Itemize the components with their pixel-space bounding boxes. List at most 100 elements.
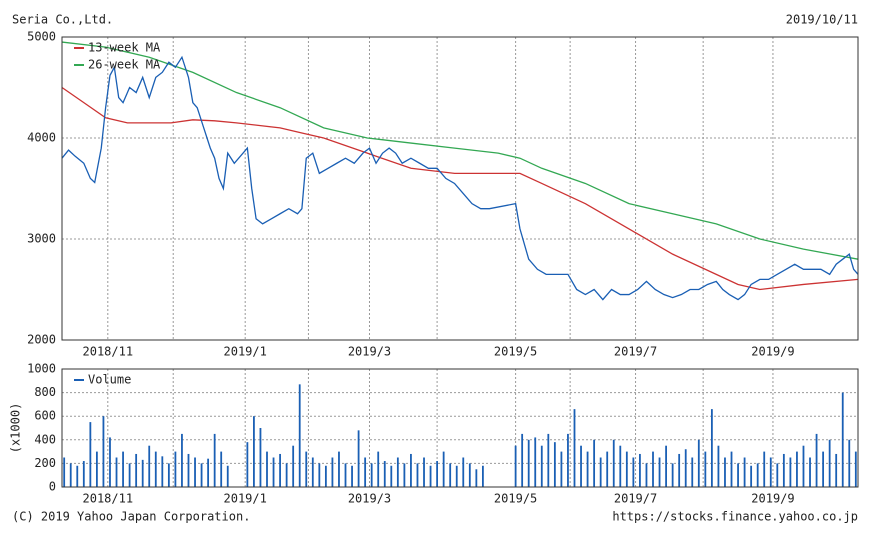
volume-bar: [305, 451, 308, 487]
volume-bar: [351, 465, 353, 487]
volume-bar: [671, 463, 674, 487]
x-tick-label: 2019/1: [224, 345, 267, 359]
volume-bar: [481, 465, 484, 487]
volume-bar: [161, 456, 164, 487]
volume-bar: [828, 439, 831, 487]
volume-bar: [331, 457, 334, 487]
volume-bar: [455, 465, 458, 487]
volume-bar: [782, 453, 785, 487]
volume-bar: [311, 457, 314, 487]
volume-bar: [789, 457, 792, 487]
volume-bar: [390, 465, 393, 487]
x-tick-label: 2019/7: [614, 345, 657, 359]
legend-label: Volume: [88, 373, 131, 387]
volume-bar: [76, 465, 79, 487]
volume-bar: [593, 439, 596, 487]
volume-bar: [436, 461, 439, 487]
volume-bar: [639, 453, 641, 487]
volume-bar: [848, 439, 851, 487]
volume-bar: [338, 451, 340, 487]
volume-bar: [704, 451, 707, 487]
y-tick-label: 5000: [27, 30, 56, 44]
volume-bar: [403, 463, 406, 487]
plot-border: [61, 36, 859, 341]
volume-bar: [697, 439, 700, 487]
volume-bar: [148, 445, 151, 487]
volume-bar: [514, 445, 517, 487]
x-tick-label: 2019/9: [751, 345, 794, 359]
volume-bar: [665, 445, 667, 487]
volume-bar: [710, 409, 713, 487]
volume-bar: [652, 451, 654, 487]
plot-area: [62, 37, 858, 340]
price-line: [61, 86, 859, 291]
volume-bar: [272, 457, 275, 487]
volume-bar: [606, 451, 609, 487]
volume-bar: [285, 463, 288, 487]
x-tick-label: 2019/1: [224, 492, 267, 506]
volume-bar: [220, 451, 223, 487]
plot-border: [61, 368, 859, 488]
volume-bar: [135, 453, 138, 487]
volume-bar: [547, 433, 550, 487]
y-tick-label: 800: [34, 385, 56, 399]
volume-bar: [796, 451, 798, 487]
volume-bar: [645, 463, 648, 487]
volume-bar: [194, 457, 196, 487]
volume-bar: [619, 445, 622, 487]
volume-bar: [449, 463, 452, 487]
volume-bar: [246, 442, 249, 487]
volume-bar: [763, 451, 766, 487]
date: 2019/10/11: [786, 13, 858, 27]
y-tick-label: 4000: [27, 131, 56, 145]
x-tick-label: 2019/5: [494, 492, 537, 506]
volume-bar: [396, 457, 399, 487]
volume-bar: [658, 457, 661, 487]
volume-bar: [292, 445, 295, 487]
volume-bar: [468, 463, 471, 487]
volume-bar: [416, 463, 419, 487]
volume-bar: [141, 459, 144, 487]
volume-bar: [109, 437, 111, 487]
price-line: [61, 55, 859, 301]
volume-bar: [612, 439, 615, 487]
volume-bar: [521, 433, 524, 487]
volume-bar: [835, 453, 838, 487]
volume-bar: [534, 437, 537, 487]
y-tick-label: 1000: [27, 362, 56, 376]
volume-bar: [691, 457, 694, 487]
volume-bar: [567, 433, 569, 487]
y-axis-label: (x1000): [9, 403, 23, 454]
volume-bar: [527, 439, 530, 487]
volume-bar: [318, 463, 321, 487]
volume-bar: [442, 451, 445, 487]
volume-bar: [383, 461, 386, 487]
volume-bar: [743, 457, 746, 487]
y-tick-label: 0: [49, 480, 56, 494]
volume-bar: [370, 463, 373, 487]
x-tick-label: 2018/11: [83, 492, 134, 506]
volume-bar: [69, 463, 72, 487]
volume-bar: [580, 445, 582, 487]
volume-bar: [357, 430, 360, 487]
volume-bar: [298, 384, 301, 487]
volume-bar: [128, 463, 131, 487]
volume-bar: [586, 451, 589, 487]
volume-bar: [364, 457, 367, 487]
volume-bar: [423, 457, 425, 487]
volume-bar: [377, 451, 380, 487]
volume-bar: [115, 457, 118, 487]
volume-bar: [802, 445, 805, 487]
volume-bar: [200, 463, 203, 487]
source-url: https://stocks.finance.yahoo.co.jp: [612, 510, 858, 524]
x-tick-label: 2019/7: [614, 492, 657, 506]
volume-bar: [724, 457, 726, 487]
volume-bar: [410, 453, 412, 487]
volume-bar: [632, 457, 635, 487]
volume-bar: [187, 453, 190, 487]
company-name: Seria Co.,Ltd.: [12, 13, 113, 27]
volume-bar: [259, 428, 262, 487]
x-tick-label: 2019/9: [751, 492, 794, 506]
x-tick-label: 2019/3: [348, 345, 391, 359]
